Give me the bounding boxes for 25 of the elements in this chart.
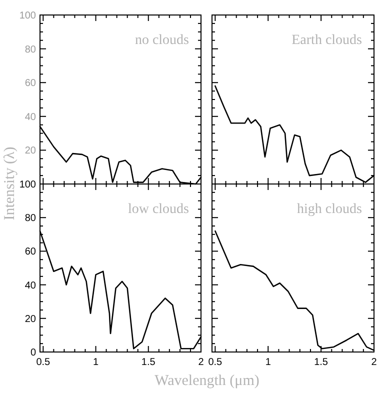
- y-axis-title: Intensity (λ): [2, 146, 18, 220]
- x-tick-label: 1: [92, 357, 99, 368]
- y-tick-label: 100: [19, 10, 36, 22]
- y-tick-label: 20: [24, 314, 36, 325]
- y-tick-label: 0: [30, 348, 36, 358]
- x-axis-title: Wavelength (μm): [154, 373, 260, 389]
- x-tick-label: 0.5: [208, 357, 223, 368]
- x-tick-label: 0.5: [36, 357, 51, 368]
- x-tick-label: 2: [371, 357, 378, 368]
- y-tick-label: 80: [24, 213, 36, 224]
- y-tick-label: 40: [24, 280, 36, 292]
- annotation: high clouds: [297, 202, 362, 217]
- annotation: low clouds: [128, 202, 189, 217]
- y-tick-label: 20: [24, 146, 36, 157]
- x-tick-label: 1: [265, 357, 272, 368]
- x-tick-label: 1.5: [314, 357, 328, 368]
- x-tick-label: 1.5: [141, 357, 156, 368]
- annotation: no clouds: [134, 33, 189, 48]
- y-tick-label: 80: [24, 44, 36, 56]
- y-tick-label: 40: [24, 112, 36, 123]
- y-tick-label: 60: [24, 78, 36, 90]
- y-tick-label: 100: [19, 180, 36, 190]
- x-tick-label: 2: [198, 357, 204, 368]
- y-tick-label: 60: [24, 246, 36, 258]
- annotation: Earth clouds: [292, 33, 362, 48]
